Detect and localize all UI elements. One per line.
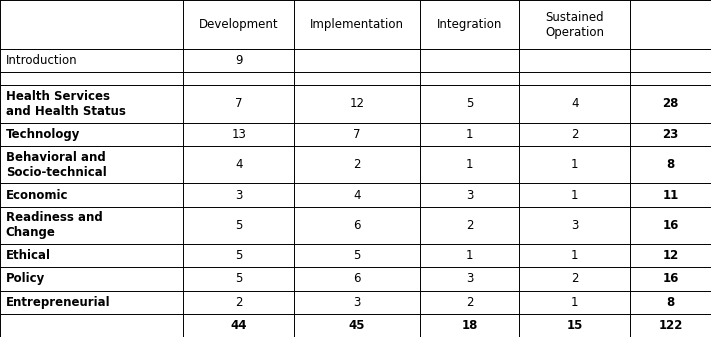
Text: 1: 1 — [466, 158, 474, 171]
Text: 1: 1 — [571, 188, 579, 202]
Text: 18: 18 — [461, 319, 478, 332]
Text: 8: 8 — [666, 158, 675, 171]
Text: 2: 2 — [353, 158, 360, 171]
Text: 6: 6 — [353, 219, 360, 232]
Text: Implementation: Implementation — [310, 18, 404, 31]
Text: 28: 28 — [663, 97, 679, 111]
Text: 2: 2 — [466, 296, 474, 309]
Text: Economic: Economic — [6, 188, 68, 202]
Text: Ethical: Ethical — [6, 249, 50, 262]
Text: 16: 16 — [663, 273, 679, 285]
Text: 44: 44 — [230, 319, 247, 332]
Text: 7: 7 — [235, 97, 242, 111]
Text: 12: 12 — [350, 97, 365, 111]
Text: 2: 2 — [466, 219, 474, 232]
Text: 122: 122 — [658, 319, 683, 332]
Text: 23: 23 — [663, 128, 679, 141]
Text: 9: 9 — [235, 54, 242, 67]
Text: Sustained
Operation: Sustained Operation — [545, 11, 604, 39]
Text: Introduction: Introduction — [6, 54, 77, 67]
Text: 6: 6 — [353, 273, 360, 285]
Text: 1: 1 — [571, 158, 579, 171]
Text: 15: 15 — [567, 319, 583, 332]
Text: Entrepreneurial: Entrepreneurial — [6, 296, 110, 309]
Text: Readiness and
Change: Readiness and Change — [6, 211, 102, 239]
Text: Development: Development — [199, 18, 279, 31]
Text: 5: 5 — [353, 249, 360, 262]
Text: 1: 1 — [571, 296, 579, 309]
Text: 1: 1 — [571, 249, 579, 262]
Text: 4: 4 — [353, 188, 360, 202]
Text: 45: 45 — [349, 319, 365, 332]
Text: 4: 4 — [235, 158, 242, 171]
Text: 3: 3 — [353, 296, 360, 309]
Text: 3: 3 — [466, 273, 474, 285]
Text: 5: 5 — [235, 273, 242, 285]
Text: 1: 1 — [466, 249, 474, 262]
Text: 3: 3 — [235, 188, 242, 202]
Text: Integration: Integration — [437, 18, 503, 31]
Text: 1: 1 — [466, 128, 474, 141]
Text: 5: 5 — [466, 97, 474, 111]
Text: 5: 5 — [235, 219, 242, 232]
Text: 2: 2 — [235, 296, 242, 309]
Text: Policy: Policy — [6, 273, 45, 285]
Text: 2: 2 — [571, 128, 579, 141]
Text: 2: 2 — [571, 273, 579, 285]
Text: 13: 13 — [231, 128, 246, 141]
Text: 12: 12 — [663, 249, 679, 262]
Text: 4: 4 — [571, 97, 579, 111]
Text: 8: 8 — [666, 296, 675, 309]
Text: Behavioral and
Socio-technical: Behavioral and Socio-technical — [6, 151, 107, 179]
Text: Technology: Technology — [6, 128, 80, 141]
Text: 3: 3 — [571, 219, 579, 232]
Text: 5: 5 — [235, 249, 242, 262]
Text: 3: 3 — [466, 188, 474, 202]
Text: 16: 16 — [663, 219, 679, 232]
Text: 11: 11 — [663, 188, 679, 202]
Text: Health Services
and Health Status: Health Services and Health Status — [6, 90, 126, 118]
Text: 7: 7 — [353, 128, 360, 141]
